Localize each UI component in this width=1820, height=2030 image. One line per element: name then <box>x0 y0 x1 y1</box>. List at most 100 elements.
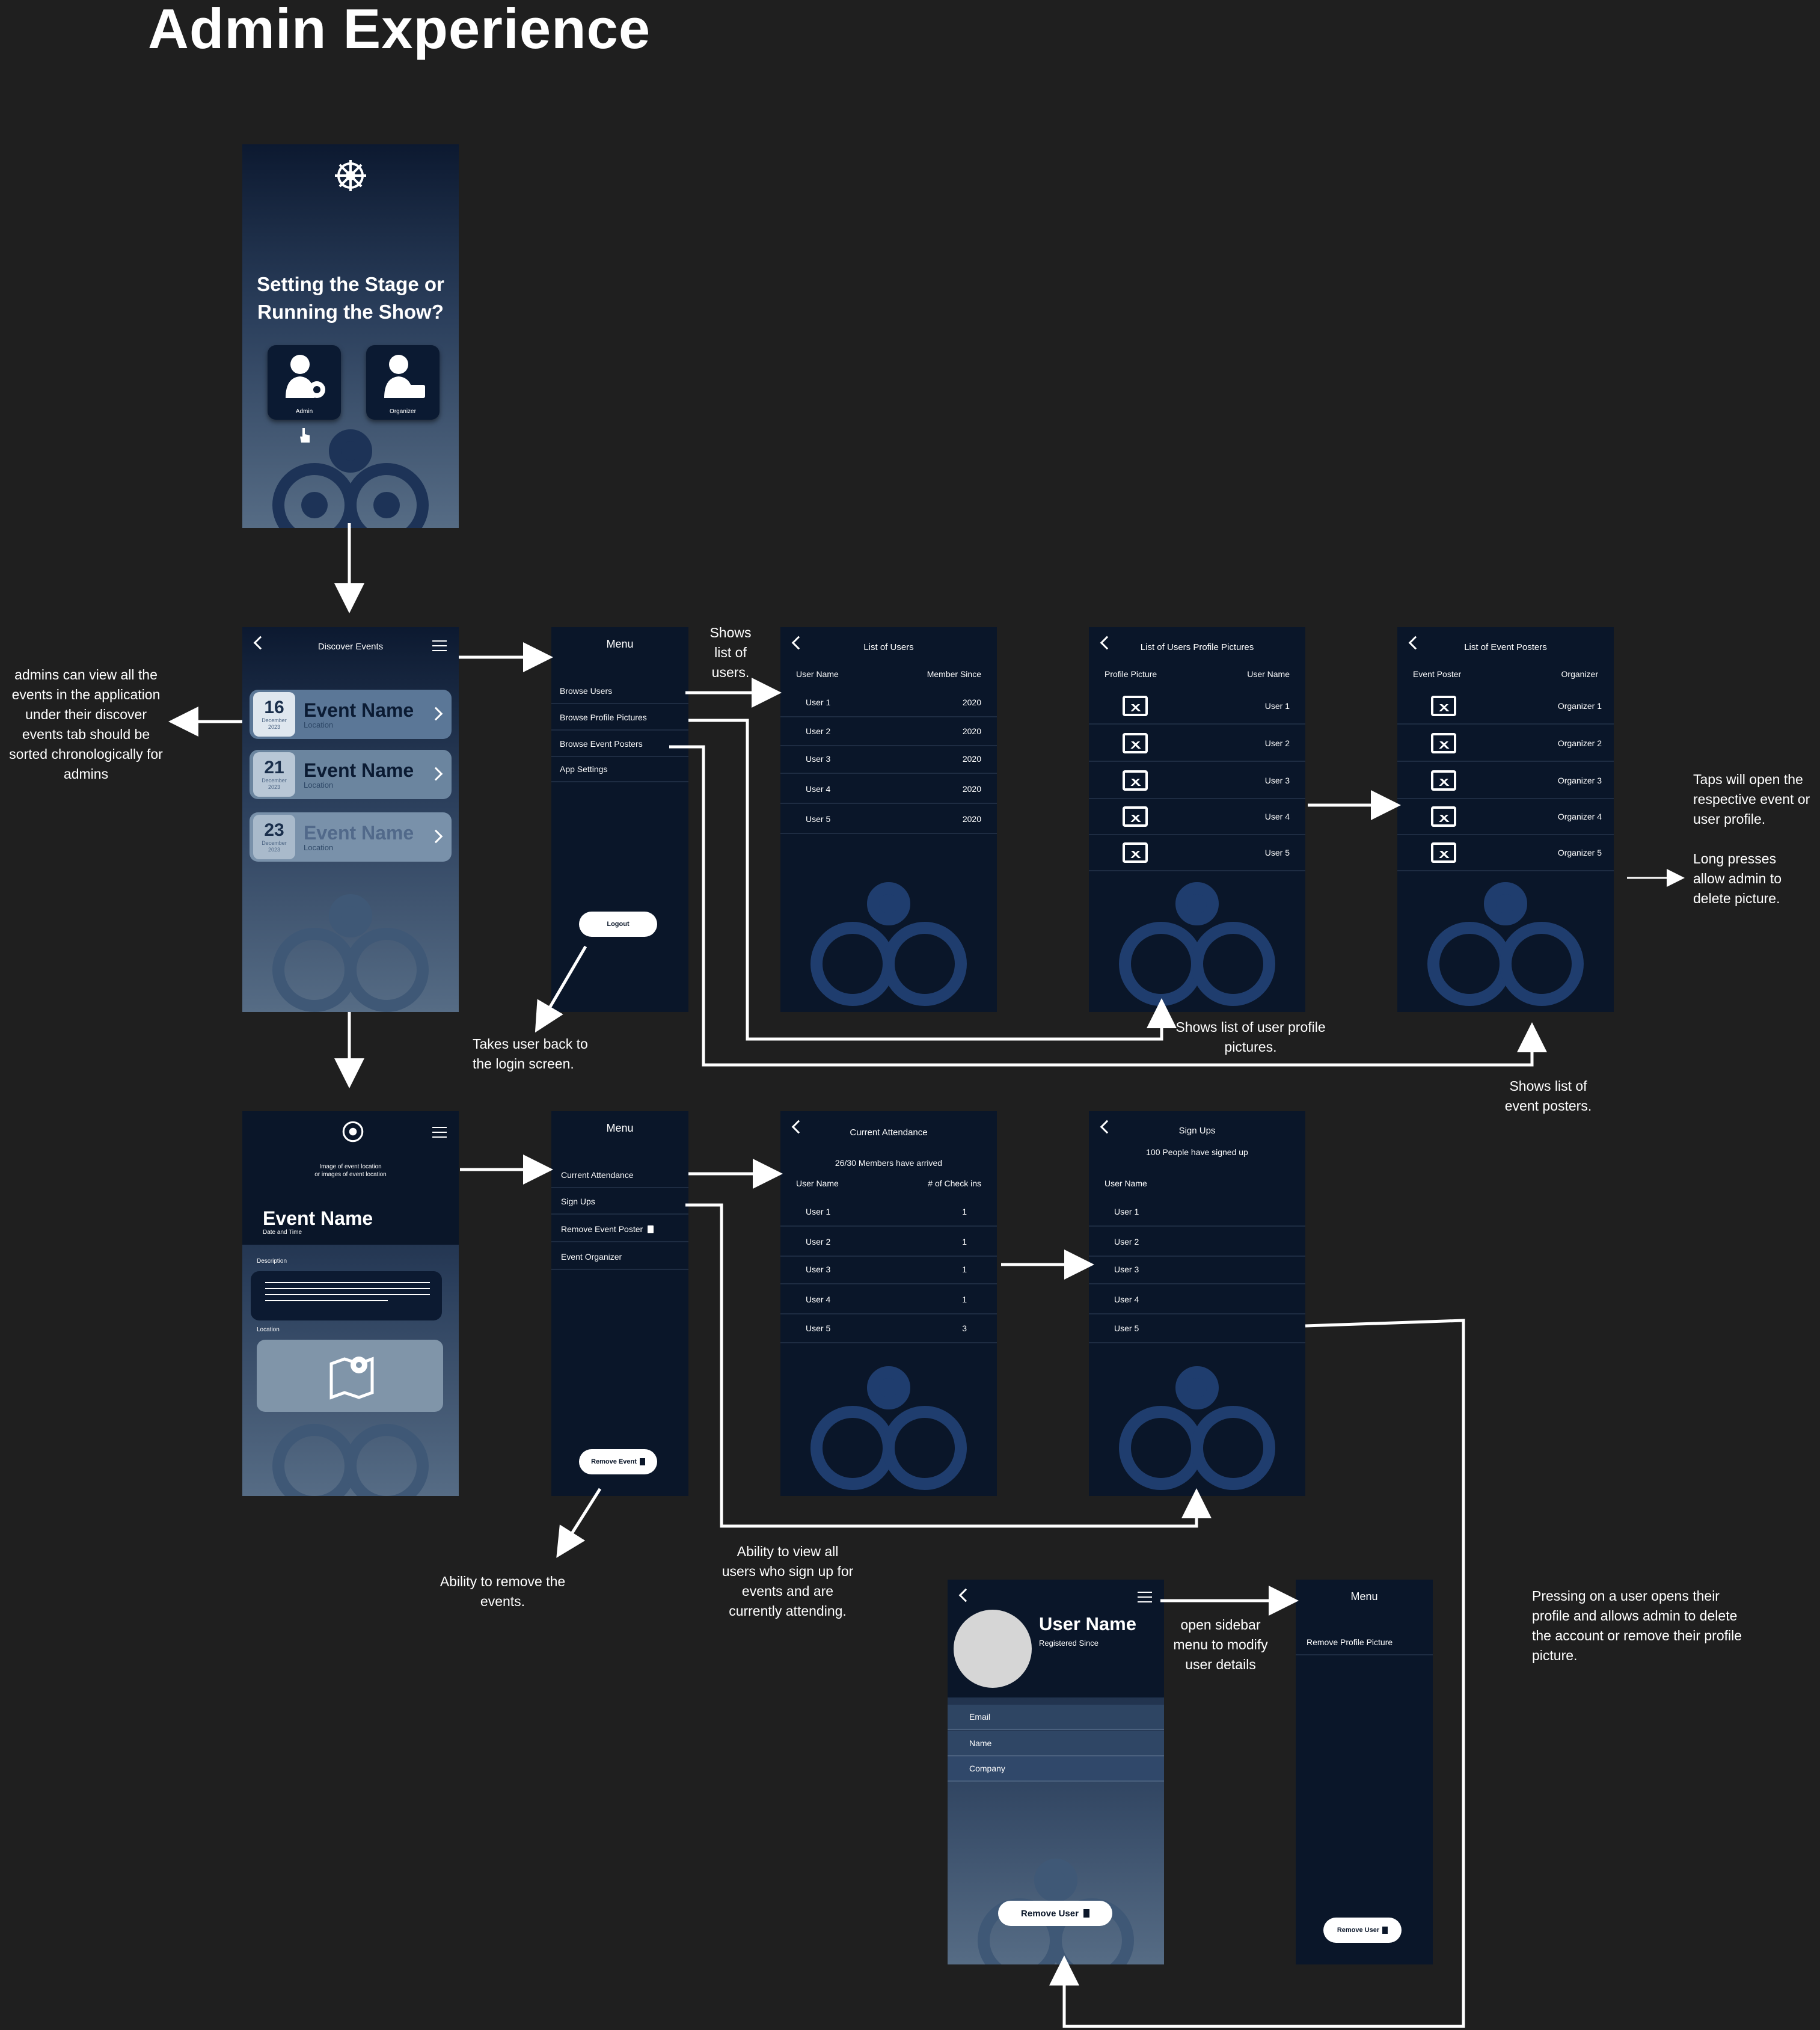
table-row[interactable]: Organizer 3 <box>1397 763 1614 799</box>
note-sidebar: open sidebar menu to modify user details <box>1160 1615 1281 1675</box>
trash-icon <box>639 1458 645 1465</box>
profile-field-company[interactable]: Company <box>948 1756 1164 1782</box>
table-row[interactable]: User 4 2020 <box>780 775 997 804</box>
hamburger-menu-icon[interactable] <box>432 1127 447 1138</box>
logout-button[interactable]: Logout <box>579 912 657 937</box>
note-line: user details <box>1185 1657 1256 1672</box>
table-row[interactable]: User 2 <box>1089 1228 1305 1257</box>
table-row[interactable]: User 3 <box>1089 1256 1305 1284</box>
note-line: Pressing on a user opens their <box>1532 1588 1720 1604</box>
table-row[interactable]: Organizer 5 <box>1397 835 1614 871</box>
menu-item-event-organizer[interactable]: Event Organizer <box>551 1245 688 1270</box>
table-row[interactable]: User 2 2020 <box>780 717 997 746</box>
user-name: User 2 <box>1264 738 1290 748</box>
event-card[interactable]: 23 December 2023 Event Name Location <box>250 812 452 862</box>
table-row[interactable]: Organizer 4 <box>1397 799 1614 835</box>
event-card[interactable]: 16 December 2023 Event Name Location <box>250 690 452 739</box>
map-pin-icon <box>329 1357 374 1400</box>
user-name: User 5 <box>806 814 831 824</box>
note-line: events tab should be <box>22 726 150 742</box>
col-member-since: Member Since <box>927 669 981 679</box>
check-in-count: 1 <box>962 1207 967 1216</box>
event-name: Event Name <box>263 1207 373 1229</box>
col-username: User Name <box>1105 1179 1147 1188</box>
table-row[interactable]: User 5 3 <box>780 1314 997 1343</box>
app-logo-icon <box>342 1121 364 1142</box>
table-row[interactable]: User 4 <box>1089 1286 1305 1314</box>
signups-screen: Sign Ups 100 People have signed up User … <box>1089 1111 1305 1496</box>
check-in-count: 3 <box>962 1323 967 1333</box>
note-line: Long presses <box>1693 851 1777 866</box>
table-row[interactable]: User 3 2020 <box>780 745 997 774</box>
user-name: User 2 <box>1114 1237 1139 1247</box>
menu-item-browse-users[interactable]: Browse Users <box>551 679 688 704</box>
trash-icon <box>648 1225 654 1233</box>
note-line: the login screen. <box>473 1056 574 1072</box>
table-row[interactable]: User 4 1 <box>780 1286 997 1314</box>
event-location: Location <box>304 842 334 852</box>
profile-registered-since: Registered Since <box>1039 1639 1098 1648</box>
user-name: User 3 <box>1114 1265 1139 1274</box>
member-since: 2020 <box>962 754 981 764</box>
event-name: Event Name <box>304 759 414 781</box>
table-row[interactable]: User 3 <box>1089 763 1305 799</box>
table-row[interactable]: User 4 <box>1089 799 1305 835</box>
menu-item-browse-profile-pictures[interactable]: Browse Profile Pictures <box>551 705 688 731</box>
table-row[interactable]: Organizer 1 <box>1397 688 1614 725</box>
profile-user-name: User Name <box>1039 1613 1136 1634</box>
event-month: December <box>262 840 287 846</box>
organizer-role-button[interactable]: Organizer <box>366 345 440 420</box>
menu-item-sign-ups[interactable]: Sign Ups <box>551 1189 688 1215</box>
note-line: delete picture. <box>1693 891 1780 906</box>
user-name: User 5 <box>1114 1323 1139 1333</box>
table-row[interactable]: User 5 2020 <box>780 805 997 834</box>
event-datetime: Date and Time <box>263 1229 302 1236</box>
table-row[interactable]: User 2 1 <box>780 1228 997 1257</box>
location-label: Location <box>257 1326 280 1333</box>
note-line: sorted chronologically for <box>9 746 163 762</box>
note-line: users who sign up for <box>722 1563 854 1579</box>
user-name: User 1 <box>1264 701 1290 711</box>
note-pressing: Pressing on a user opens their profile an… <box>1532 1586 1809 1666</box>
note-long-press: Long presses allow admin to delete picture… <box>1693 849 1820 909</box>
image-icon <box>1123 842 1148 863</box>
table-row[interactable]: User 3 1 <box>780 1256 997 1284</box>
menu-title: Menu <box>606 638 634 650</box>
table-row[interactable]: User 1 1 <box>780 1198 997 1227</box>
table-row[interactable]: User 1 <box>1089 688 1305 725</box>
discover-screen: Discover Events 16 December 2023 Event Nam… <box>242 627 459 1012</box>
note-line: under their discover <box>25 707 147 722</box>
profile-field-email[interactable]: Email <box>948 1705 1164 1730</box>
menu-item-remove-profile-picture[interactable]: Remove Profile Picture <box>1296 1630 1433 1655</box>
table-row[interactable]: User 5 <box>1089 835 1305 871</box>
table-row[interactable]: User 5 <box>1089 1314 1305 1343</box>
hamburger-menu-icon[interactable] <box>432 640 447 651</box>
remove-user-button[interactable]: Remove User <box>1323 1918 1402 1943</box>
location-map-button[interactable] <box>257 1340 443 1412</box>
menu-item-app-settings[interactable]: App Settings <box>551 757 688 782</box>
note-line: admins <box>63 766 109 782</box>
hamburger-menu-icon[interactable] <box>1138 1592 1152 1602</box>
menu-item-current-attendance[interactable]: Current Attendance <box>551 1163 688 1188</box>
users-title: List of Users <box>863 642 914 652</box>
col-username: User Name <box>796 1179 839 1188</box>
profile-field-name[interactable]: Name <box>948 1731 1164 1756</box>
table-row[interactable]: Organizer 2 <box>1397 726 1614 762</box>
remove-user-button[interactable]: Remove User <box>998 1901 1112 1926</box>
event-day: 16 <box>264 698 284 717</box>
table-row[interactable]: User 1 2020 <box>780 688 997 717</box>
menu-item-remove-event-poster[interactable]: Remove Event Poster <box>551 1217 688 1242</box>
table-row[interactable]: User 2 <box>1089 726 1305 762</box>
admin-role-button[interactable]: Admin <box>268 345 341 420</box>
event-day: 21 <box>264 758 284 777</box>
event-card[interactable]: 21 December 2023 Event Name Location <box>250 750 452 799</box>
menu-item-browse-event-posters[interactable]: Browse Event Posters <box>551 732 688 757</box>
remove-event-button[interactable]: Remove Event <box>579 1449 657 1474</box>
logo-watermark-icon <box>272 429 429 528</box>
attendance-screen: Current Attendance 26/30 Members have ar… <box>780 1111 997 1496</box>
description-label: Description <box>257 1258 287 1265</box>
organizer-icon <box>384 355 425 398</box>
table-row[interactable]: User 1 <box>1089 1198 1305 1227</box>
menu-item-label: Remove Event Poster <box>561 1224 643 1234</box>
user-name: User 1 <box>1114 1207 1139 1216</box>
